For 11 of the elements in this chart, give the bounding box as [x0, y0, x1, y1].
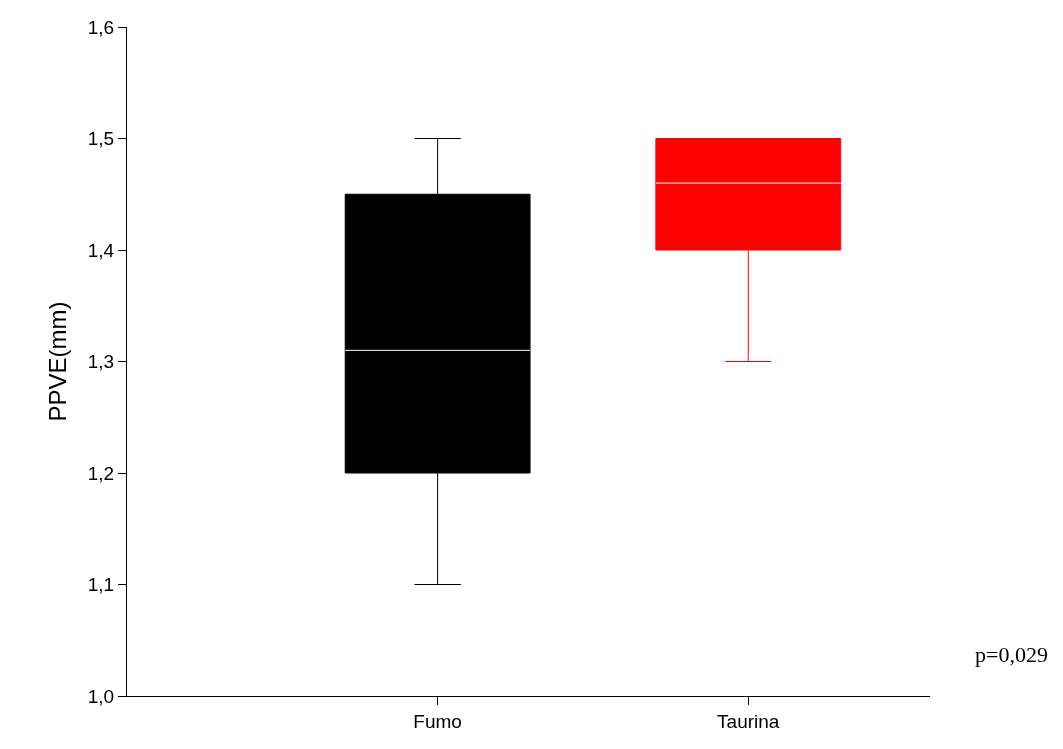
y-tick-label: 1,4 [87, 239, 115, 261]
x-tick-label: Taurina [717, 710, 780, 732]
y-tick-label: 1,1 [87, 574, 115, 596]
y-tick-label: 1,3 [87, 351, 115, 373]
y-tick-label: 1,2 [87, 462, 115, 484]
text: p=0,029 [975, 642, 1048, 667]
y-tick-label: 1,0 [87, 685, 115, 707]
x-tick-label: Fumo [413, 710, 462, 732]
y-axis-title: PPVE(mm) [43, 301, 71, 422]
y-tick-label: 1,6 [87, 16, 115, 38]
y-tick-label: 1,5 [87, 128, 115, 150]
